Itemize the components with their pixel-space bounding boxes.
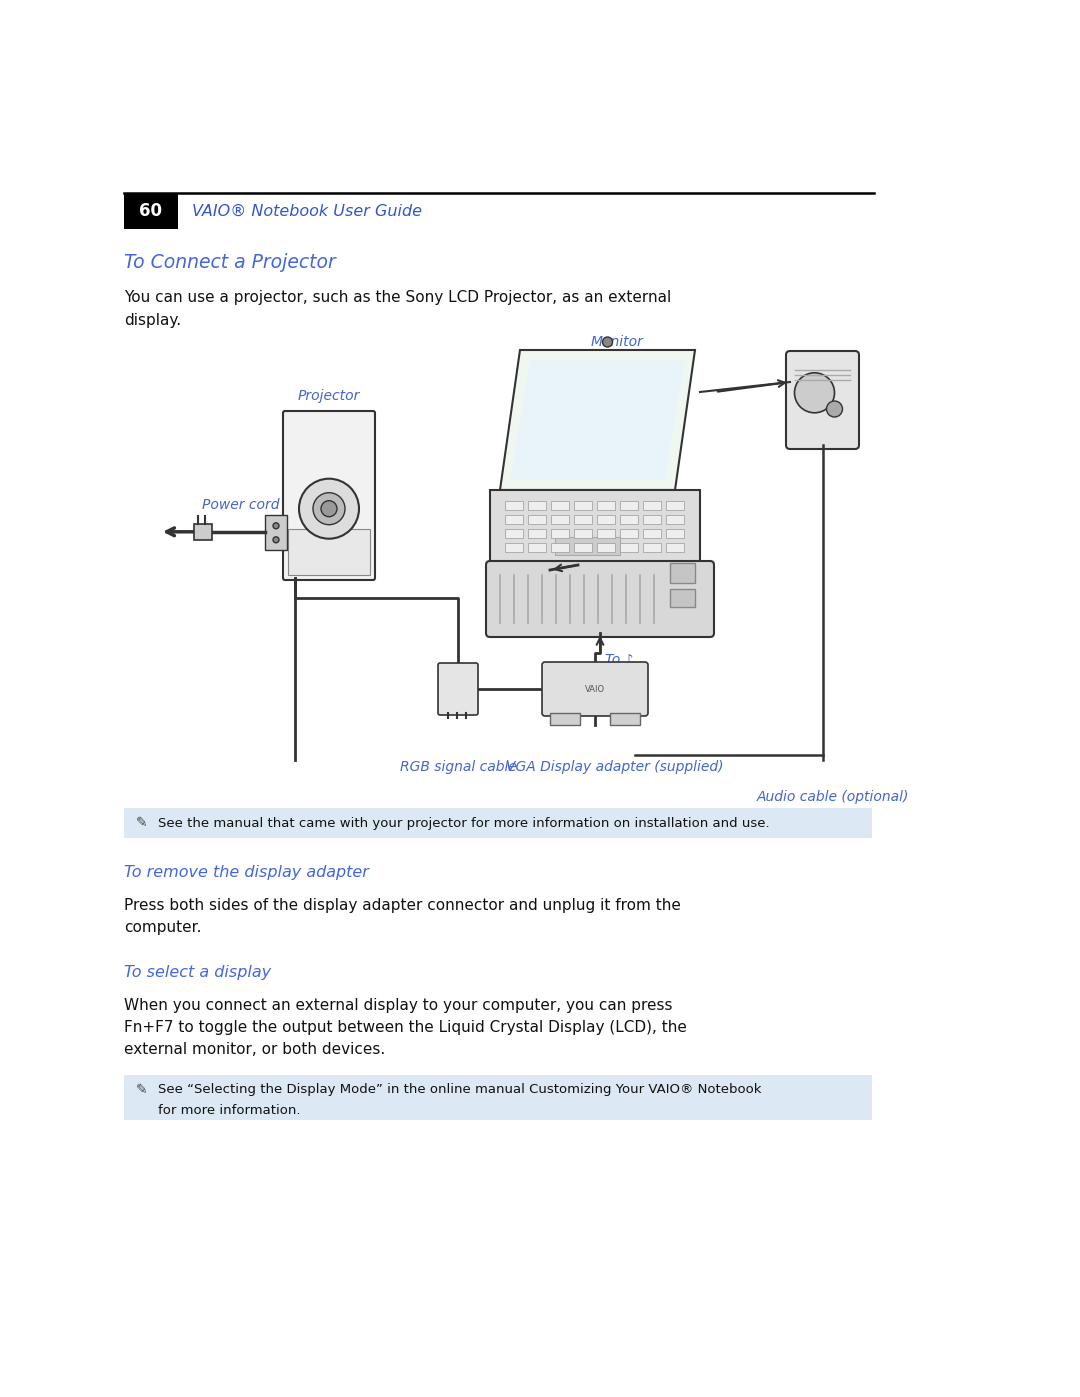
Text: display.: display. — [124, 313, 181, 328]
Bar — [597, 502, 615, 510]
Text: for more information.: for more information. — [158, 1105, 300, 1118]
Bar — [551, 529, 569, 538]
Circle shape — [795, 373, 835, 412]
Text: ✎: ✎ — [136, 816, 148, 830]
Bar — [528, 529, 546, 538]
Text: RGB signal cable: RGB signal cable — [400, 760, 516, 774]
Bar — [620, 515, 638, 524]
Text: 60: 60 — [139, 203, 162, 219]
FancyBboxPatch shape — [786, 351, 859, 448]
Bar — [288, 529, 370, 576]
Text: To Connect a Projector: To Connect a Projector — [124, 253, 336, 272]
Bar — [670, 590, 696, 608]
Bar — [643, 543, 661, 552]
Bar — [643, 502, 661, 510]
Text: To remove the display adapter: To remove the display adapter — [124, 865, 369, 880]
Bar — [124, 807, 872, 838]
Circle shape — [603, 337, 612, 346]
Text: To select a display: To select a display — [124, 965, 271, 981]
Bar — [550, 712, 580, 725]
Polygon shape — [490, 490, 700, 570]
Text: Power cord: Power cord — [203, 497, 280, 511]
Bar — [643, 529, 661, 538]
FancyBboxPatch shape — [486, 562, 714, 637]
Bar — [124, 193, 178, 229]
Bar — [551, 502, 569, 510]
Text: VGA Display adapter (supplied): VGA Display adapter (supplied) — [507, 760, 724, 774]
Text: Fn+F7 to toggle the output between the Liquid Crystal Display (LCD), the: Fn+F7 to toggle the output between the L… — [124, 1020, 687, 1035]
Bar — [528, 543, 546, 552]
Bar — [666, 515, 684, 524]
Circle shape — [321, 500, 337, 517]
Bar — [573, 543, 592, 552]
Circle shape — [273, 536, 279, 543]
Bar — [620, 543, 638, 552]
Bar — [597, 529, 615, 538]
Text: See the manual that came with your projector for more information on installatio: See the manual that came with your proje… — [158, 816, 770, 830]
Text: VAIO® Notebook User Guide: VAIO® Notebook User Guide — [192, 204, 422, 218]
Circle shape — [299, 479, 359, 539]
Circle shape — [273, 522, 279, 529]
Bar — [505, 529, 523, 538]
Bar — [597, 515, 615, 524]
Bar — [666, 502, 684, 510]
FancyBboxPatch shape — [438, 664, 478, 715]
Bar — [505, 515, 523, 524]
Text: See “Selecting the Display Mode” in the online manual Customizing Your VAIO® Not: See “Selecting the Display Mode” in the … — [158, 1084, 761, 1097]
Bar — [620, 502, 638, 510]
Polygon shape — [510, 360, 685, 481]
Text: To ♪: To ♪ — [605, 652, 634, 666]
Circle shape — [313, 493, 345, 525]
Bar — [573, 502, 592, 510]
Text: external monitor, or both devices.: external monitor, or both devices. — [124, 1042, 386, 1058]
Text: You can use a projector, such as the Sony LCD Projector, as an external: You can use a projector, such as the Son… — [124, 291, 672, 305]
Text: Projector: Projector — [298, 388, 361, 402]
Bar — [265, 515, 287, 550]
Bar — [597, 543, 615, 552]
Bar — [666, 543, 684, 552]
Bar — [194, 524, 212, 539]
Bar — [573, 515, 592, 524]
Text: to I/O: to I/O — [505, 576, 543, 590]
Bar — [505, 502, 523, 510]
Text: VAIO: VAIO — [585, 685, 605, 693]
Bar — [551, 515, 569, 524]
Bar — [124, 1076, 872, 1120]
Bar — [610, 712, 640, 725]
Bar — [555, 536, 620, 555]
Polygon shape — [500, 351, 696, 490]
Bar — [643, 515, 661, 524]
Text: Press both sides of the display adapter connector and unplug it from the: Press both sides of the display adapter … — [124, 898, 680, 914]
Bar — [620, 529, 638, 538]
Bar — [528, 502, 546, 510]
FancyBboxPatch shape — [542, 662, 648, 717]
Text: When you connect an external display to your computer, you can press: When you connect an external display to … — [124, 997, 673, 1013]
Bar — [670, 563, 696, 583]
FancyBboxPatch shape — [283, 411, 375, 580]
Text: ✎: ✎ — [136, 1083, 148, 1097]
Bar — [551, 543, 569, 552]
Text: computer.: computer. — [124, 921, 202, 935]
Bar — [528, 515, 546, 524]
Circle shape — [826, 401, 842, 416]
Text: Audio cable (optional): Audio cable (optional) — [756, 789, 908, 805]
Bar — [505, 543, 523, 552]
Text: Monitor: Monitor — [591, 335, 644, 349]
Bar — [666, 529, 684, 538]
Bar — [573, 529, 592, 538]
